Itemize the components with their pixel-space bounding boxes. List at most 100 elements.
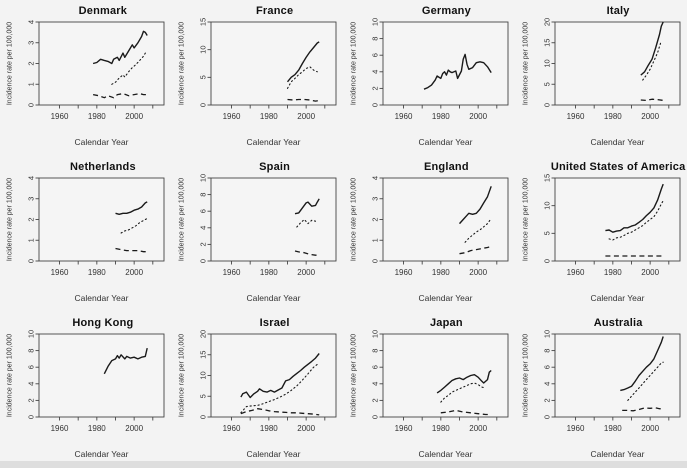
y-tick-label: 15 (199, 351, 208, 359)
y-axis: 0 5 10 15 20 (199, 330, 212, 419)
series-solid-line (619, 336, 664, 392)
y-axis-label: Incidence rate per 100,000 (179, 22, 186, 105)
y-tick-label: 4 (371, 382, 380, 386)
x-axis-label: Calendar Year (590, 137, 644, 147)
y-tick-label: 1 (27, 82, 36, 86)
x-tick-label: 1960 (51, 268, 69, 277)
chart-title: France (255, 5, 294, 17)
x-tick-label: 1960 (51, 112, 69, 121)
x-axis-label: Calendar Year (418, 137, 472, 147)
x-tick-label: 1960 (566, 112, 584, 121)
x-tick-label: 1980 (88, 112, 106, 121)
chart-title: Israel (259, 317, 290, 329)
x-tick-label: 1980 (88, 268, 106, 277)
y-axis-label: Incidence rate per 100,000 (179, 334, 186, 417)
y-tick-label: 10 (371, 18, 380, 26)
series-solid-line (115, 201, 148, 215)
plot-area (554, 21, 681, 106)
chart-title: England (423, 161, 469, 173)
x-tick-label: 1980 (604, 268, 622, 277)
y-tick-label: 2 (542, 398, 551, 402)
x-tick-label: 2000 (126, 112, 144, 121)
y-tick-label: 4 (199, 226, 208, 230)
y-axis: 0 2 4 6 8 10 (371, 330, 383, 419)
y-axis-label: Incidence rate per 100,000 (7, 178, 14, 261)
x-tick-label: 2000 (641, 112, 659, 121)
x-tick-label: 1980 (432, 268, 450, 277)
y-tick-label: 0 (27, 103, 36, 107)
y-tick-label: 10 (371, 330, 380, 338)
series-dashed-line (93, 92, 148, 99)
plot-area (554, 333, 681, 418)
y-axis-label: Incidence rate per 100,000 (350, 178, 357, 261)
y-tick-label: 20 (199, 330, 208, 338)
chart-panel-denmark: Denmark 1960 1980 2000 0 1 2 3 4 Calendar Year Inc… (0, 0, 172, 156)
series-dashed-line (287, 98, 320, 102)
y-tick-label: 2 (27, 217, 36, 221)
y-tick-label: 0 (371, 415, 380, 419)
plot-area (210, 21, 337, 106)
chart-title: Netherlands (69, 161, 136, 173)
chart-panel-italy: Italy 1960 1980 2000 0 5 10 15 20 Calendar Year In… (515, 0, 687, 156)
x-tick-label: 1980 (604, 424, 622, 433)
series-dashed-line (459, 245, 492, 255)
x-tick-label: 1980 (88, 424, 106, 433)
series-dashed-line (440, 409, 492, 416)
x-tick-label: 2000 (126, 268, 144, 277)
x-tick-label: 1980 (604, 112, 622, 121)
series-dashed-line (294, 250, 320, 256)
x-tick-label: 1960 (223, 268, 241, 277)
y-tick-label: 0 (542, 259, 551, 263)
y-axis: 0 2 4 6 8 10 (199, 174, 212, 263)
y-tick-label: 5 (542, 231, 551, 235)
y-tick-label: 5 (199, 75, 208, 79)
x-axis-label: Calendar Year (247, 293, 301, 303)
y-axis: 0 2 4 6 8 10 (371, 18, 383, 107)
x-tick-label: 2000 (297, 424, 315, 433)
y-tick-label: 1 (27, 238, 36, 242)
chart-title: Japan (429, 317, 463, 329)
y-axis: 0 2 4 6 8 10 (27, 330, 40, 419)
chart-plot: 1960 1980 2000 0 5 10 15 20 Calendar Year Inciden… (179, 330, 337, 459)
x-axis: 1960 1980 2000 (51, 105, 154, 121)
y-tick-label: 1 (371, 238, 380, 242)
plot-area (210, 333, 337, 418)
x-axis-label: Calendar Year (247, 449, 301, 459)
x-tick-label: 1960 (394, 424, 412, 433)
series-solid-line (93, 30, 149, 65)
y-tick-label: 15 (199, 18, 208, 26)
y-tick-label: 4 (27, 20, 36, 24)
y-tick-label: 8 (542, 349, 551, 353)
y-tick-label: 10 (27, 330, 36, 338)
y-tick-label: 20 (542, 18, 551, 26)
y-tick-label: 2 (199, 242, 208, 246)
y-tick-label: 2 (371, 217, 380, 221)
chart-panel-netherlands: Netherlands 1960 1980 2000 0 1 2 3 4 Calendar Yea… (0, 156, 172, 312)
x-axis: 1960 1980 2000 (566, 261, 669, 277)
chart-panel-israel: Israel 1960 1980 2000 0 5 10 15 20 Calendar Year I… (172, 312, 344, 468)
x-axis: 1960 1980 2000 (223, 261, 326, 277)
y-tick-label: 15 (542, 39, 551, 47)
y-tick-label: 2 (27, 61, 36, 65)
y-tick-label: 5 (199, 394, 208, 398)
x-axis-label: Calendar Year (418, 293, 472, 303)
chart-plot: 1960 1980 2000 0 2 4 6 8 10 Calendar Year Incidenc… (350, 330, 509, 459)
x-tick-label: 2000 (641, 424, 659, 433)
x-tick-label: 1980 (432, 112, 450, 121)
y-tick-label: 2 (371, 86, 380, 90)
x-tick-label: 2000 (641, 268, 659, 277)
x-tick-label: 1980 (260, 268, 278, 277)
chart-plot: 1960 1980 2000 0 5 10 15 Calendar Year Incidence… (179, 18, 337, 147)
plot-area (554, 177, 681, 262)
x-tick-label: 1980 (260, 112, 278, 121)
y-tick-label: 0 (542, 415, 551, 419)
x-axis-label: Calendar Year (75, 449, 129, 459)
y-tick-label: 0 (27, 415, 36, 419)
x-tick-label: 1960 (394, 268, 412, 277)
y-tick-label: 10 (542, 59, 551, 67)
chart-plot: 1960 1980 2000 0 1 2 3 4 Calendar Year Incidence … (7, 176, 165, 303)
y-axis: 0 2 4 6 8 10 (542, 330, 555, 419)
x-axis-label: Calendar Year (75, 137, 129, 147)
